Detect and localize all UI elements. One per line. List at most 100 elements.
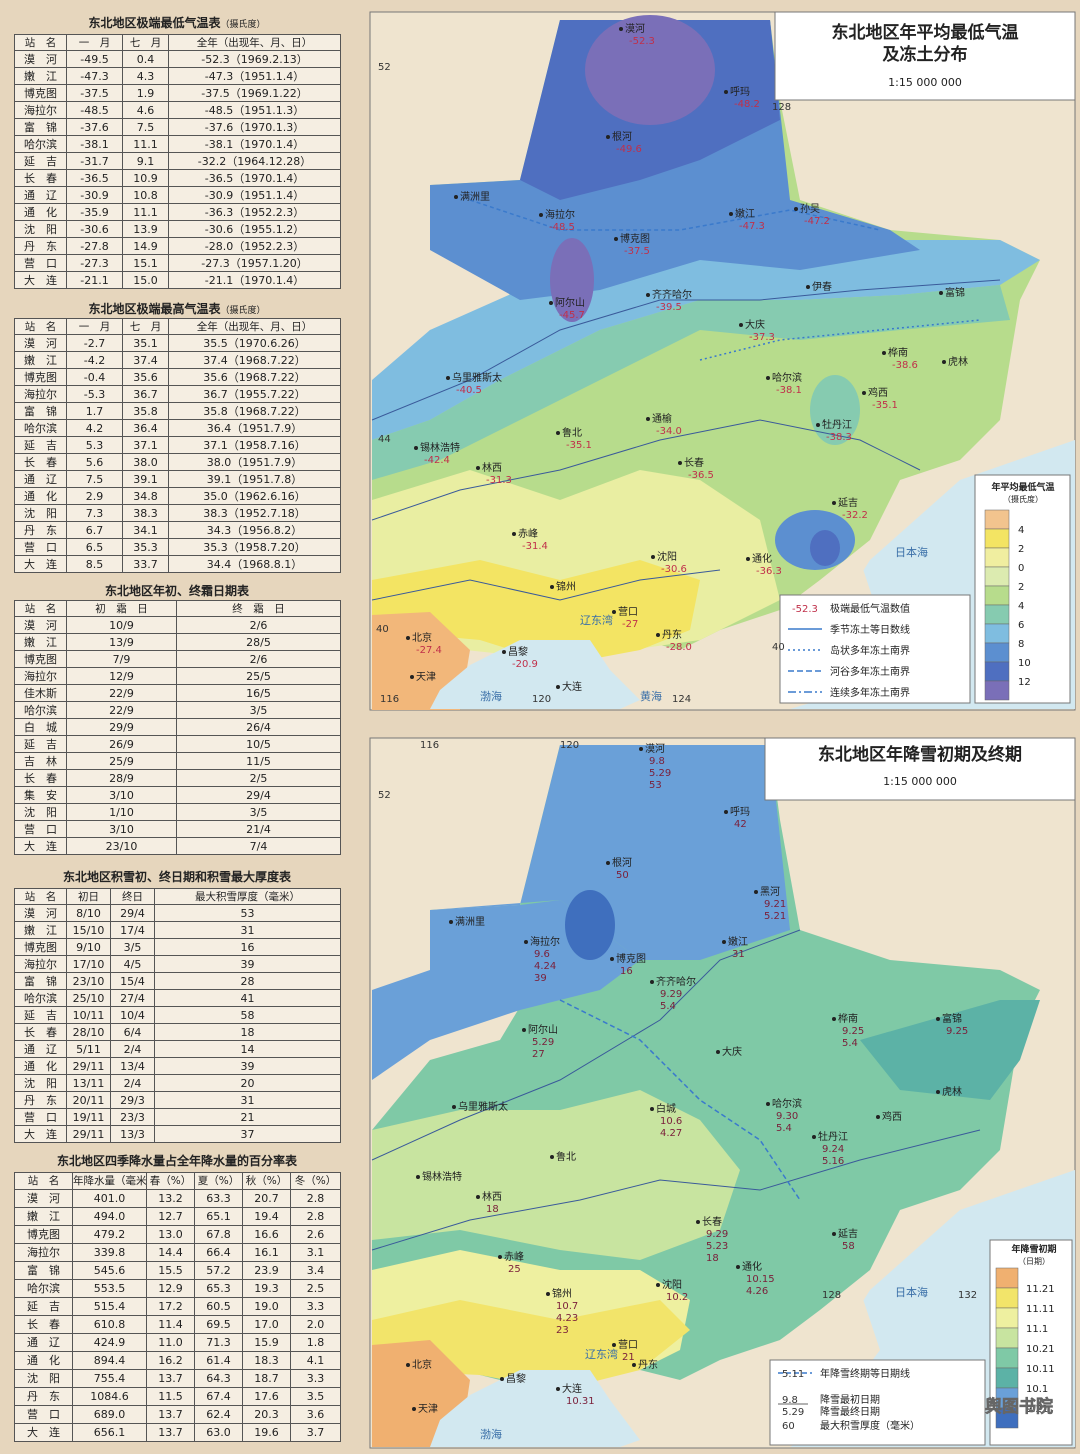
table-cell: 21/4 <box>176 820 341 838</box>
table-title-text: 东北地区四季降水量占全年降水量的百分率表 <box>56 1154 297 1168</box>
table-cell: 嫩 江 <box>14 351 67 369</box>
table-cell: 吉 林 <box>14 752 67 770</box>
table-cell: 35.8（1968.7.22） <box>168 402 341 420</box>
table-cell: 3/5 <box>110 938 155 956</box>
table-cell: 11/5 <box>176 752 341 770</box>
table-cell: -52.3（1969.2.13） <box>168 50 341 68</box>
station-dot <box>606 135 610 139</box>
header-cell: 初日 <box>66 888 111 905</box>
station-name: 博克图 <box>620 232 650 245</box>
station-value: 27 <box>532 1049 545 1060</box>
station-name: 桦南 <box>838 1012 858 1025</box>
table-cell: 69.5 <box>194 1314 243 1334</box>
table-row: 通 辽 424.9 11.0 71.3 15.9 1.8 <box>14 1332 341 1352</box>
table-cell: 沈 阳 <box>14 803 67 821</box>
table-cell: 23/3 <box>110 1108 155 1126</box>
table-cell: 13.7 <box>146 1404 195 1424</box>
station-name: 丹东 <box>638 1358 658 1371</box>
table-cell: 19.0 <box>242 1296 291 1316</box>
station-dot <box>502 650 506 654</box>
legend-swatch <box>995 1347 1019 1369</box>
legend-swatch <box>984 623 1010 644</box>
station-value: 9.25 <box>842 1026 864 1037</box>
table-cell: 漠 河 <box>14 1188 73 1208</box>
header-cell: 终 霜 日 <box>176 600 341 617</box>
station-value: -49.6 <box>616 144 642 155</box>
table-row: 大 连 29/11 13/3 37 <box>14 1125 341 1143</box>
table-row: 嫩 江 -4.2 37.4 37.4（1968.7.22） <box>14 351 341 369</box>
table-row: 通 辽 5/11 2/4 14 <box>14 1040 341 1058</box>
table-row: 漠 河 401.0 13.2 63.3 20.7 2.8 <box>14 1188 341 1208</box>
table-cell: 海拉尔 <box>14 955 67 973</box>
table-cell: 29/9 <box>66 718 177 736</box>
table-cell: 26/4 <box>176 718 341 736</box>
table-cell: 20 <box>154 1074 341 1092</box>
table-cell: 37.1（1958.7.16） <box>168 436 341 454</box>
table-cell: 通 辽 <box>14 1332 73 1352</box>
table-cell: 11.0 <box>146 1332 195 1352</box>
table-cell: -27.3 <box>66 254 123 272</box>
station-name: 天津 <box>416 671 436 683</box>
table-row: 延 吉 26/9 10/5 <box>14 735 341 753</box>
table-cell: 博克图 <box>14 938 67 956</box>
table-row: 长 春 28/10 6/4 18 <box>14 1023 341 1041</box>
table-cell: 长 春 <box>14 453 67 471</box>
station-dot <box>650 1107 654 1111</box>
table-cell: 65.3 <box>194 1278 243 1298</box>
table-cell: 13/9 <box>66 633 177 651</box>
table-cell: 嫩 江 <box>14 1206 73 1226</box>
table-cell: 3.3 <box>290 1296 341 1316</box>
station-name: 根河 <box>612 856 632 869</box>
table-cell: 通 辽 <box>14 470 67 488</box>
table-cell: 36.7（1955.7.22） <box>168 385 341 403</box>
table-cell: 营 口 <box>14 538 67 556</box>
station-dot <box>500 1377 504 1381</box>
table-row: 丹 东 6.7 34.1 34.3（1956.8.2） <box>14 521 341 539</box>
station-dot <box>832 501 836 505</box>
header-cell: 全年（出现年、月、日） <box>168 318 341 335</box>
table-row: 通 辽 -30.9 10.8 -30.9（1951.1.4） <box>14 186 341 204</box>
table-cell: 延 吉 <box>14 436 67 454</box>
table-row: 漠 河 -2.7 35.1 35.5（1970.6.26） <box>14 334 341 352</box>
table-cell: 339.8 <box>72 1242 147 1262</box>
station-dot <box>612 610 616 614</box>
station-dot <box>806 285 810 289</box>
table-cell: 长 春 <box>14 169 67 187</box>
table-cell: 3.3 <box>290 1368 341 1388</box>
table-cell: 3.4 <box>290 1260 341 1280</box>
table-cell: -36.5（1970.1.4） <box>168 169 341 187</box>
table-cell: -35.9 <box>66 203 123 221</box>
table-cell: 2.0 <box>290 1314 341 1334</box>
table-cell: 15.9 <box>242 1332 291 1352</box>
table-cell: 11.4 <box>146 1314 195 1334</box>
station-dot <box>410 675 414 679</box>
station-name: 通榆 <box>652 412 672 425</box>
header-cell: 最大积雪厚度（毫米） <box>154 888 341 905</box>
station-value: 4.24 <box>534 961 556 972</box>
station-name: 通化 <box>752 552 772 565</box>
data-table: 站 名初日 终日 最大积雪厚度（毫米）漠 河 8/10 29/4 53 嫩 江 15/10 17… <box>14 888 341 1143</box>
legend-label: 10.11 <box>1026 1364 1055 1375</box>
station-dot <box>452 1105 456 1109</box>
station-value: 42 <box>734 819 747 830</box>
header-cell: 年降水量（毫米） <box>72 1172 147 1190</box>
legend-label: 10.1 <box>1026 1384 1048 1395</box>
map-scale: 1:15 000 000 <box>888 76 962 89</box>
table-cell: 401.0 <box>72 1188 147 1208</box>
station-name: 北京 <box>412 631 432 644</box>
table-title: 东北地区四季降水量占全年降水量的百分率表 <box>14 1152 340 1169</box>
table-cell: 553.5 <box>72 1278 147 1298</box>
table-cell: 通 化 <box>14 203 67 221</box>
station-name: 漠河 <box>645 743 665 755</box>
station-value: 9.21 <box>764 899 786 910</box>
table-cell: 大 连 <box>14 1422 73 1443</box>
table-cell: 延 吉 <box>14 735 67 753</box>
table-row: 海拉尔 -5.3 36.7 36.7（1955.7.22） <box>14 385 341 403</box>
watermark: 舆图书院 <box>985 1396 1053 1417</box>
table-row: 博克图 7/9 2/6 <box>14 650 341 668</box>
legend-swatch <box>984 604 1010 625</box>
station-name: 赤峰 <box>518 528 538 540</box>
sea-name: 渤海 <box>480 1427 502 1441</box>
table-cell: 33.7 <box>122 555 169 573</box>
table-cell: 11.5 <box>146 1386 195 1406</box>
